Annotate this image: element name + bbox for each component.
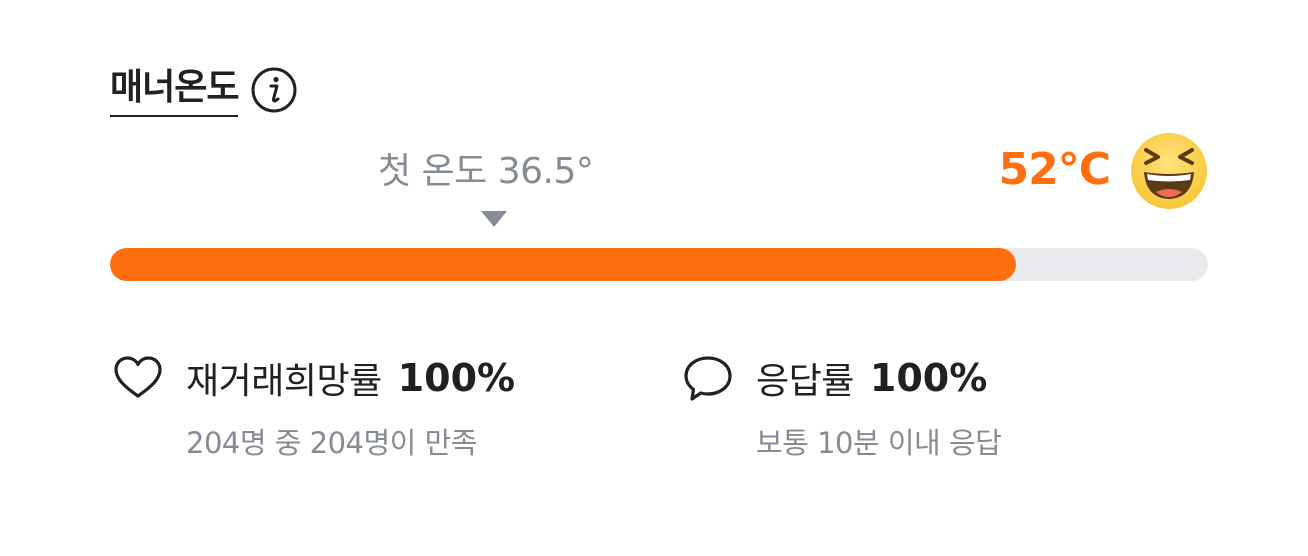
response-rate-label: 응답률: [756, 361, 854, 402]
manner-temperature-title[interactable]: 매너온도: [110, 63, 239, 117]
response-rate-value: 100%: [869, 356, 988, 400]
info-circle-icon[interactable]: [250, 66, 298, 114]
heart-icon: [114, 356, 162, 398]
response-time-detail: 보통 10분 이내 응답: [756, 426, 1002, 460]
rebuy-rate-label: 재거래희망률: [186, 361, 382, 402]
rebuy-rate-detail: 204명 중 204명이 만족: [186, 426, 477, 460]
chat-bubble-icon: [684, 356, 732, 401]
laughing-face-emoji-icon: [1131, 133, 1207, 209]
rebuy-rate-stat: 재거래희망률 100% 204명 중 204명이 만족: [112, 350, 515, 462]
rebuy-rate-value: 100%: [397, 356, 516, 400]
current-temperature: 52°C: [998, 144, 1111, 195]
first-temperature-marker: [481, 211, 507, 227]
title-row: 매너온도: [110, 62, 298, 118]
first-temperature-label: 첫 온도 36.5°: [378, 151, 594, 192]
response-rate-stat: 응답률 100% 보통 10분 이내 응답: [682, 350, 1002, 462]
temperature-progress-track: [110, 248, 1208, 281]
temperature-progress-fill: [110, 248, 1017, 281]
